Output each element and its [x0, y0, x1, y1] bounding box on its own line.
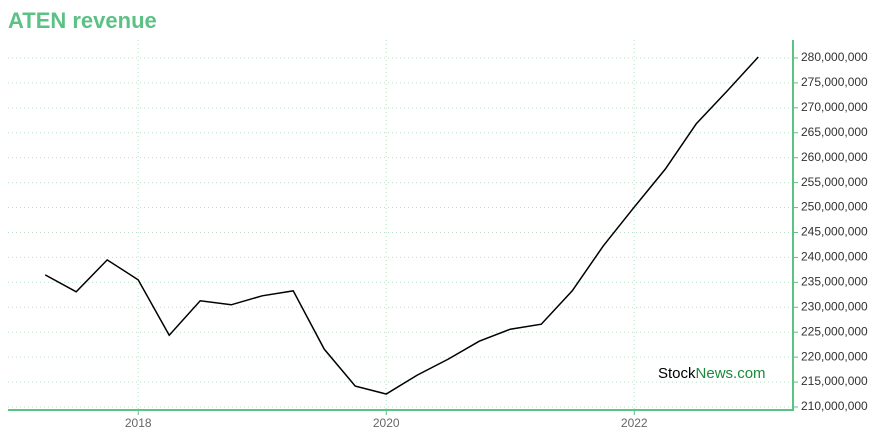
y-tick-label: 265,000,000: [801, 125, 868, 139]
y-tick-label: 260,000,000: [801, 150, 868, 164]
y-tick-label: 230,000,000: [801, 299, 868, 313]
watermark-second: News.com: [696, 365, 766, 382]
y-tick-label: 275,000,000: [801, 75, 868, 89]
y-tick-label: 220,000,000: [801, 349, 868, 363]
line: [44, 56, 759, 395]
watermark: StockNews.com: [658, 365, 766, 382]
y-tick-label: 215,000,000: [801, 374, 868, 388]
y-tick-label: 210,000,000: [801, 399, 868, 413]
x-tick-label: 2018: [125, 416, 152, 430]
y-tick-label: 225,000,000: [801, 324, 868, 338]
y-tick-label: 240,000,000: [801, 250, 868, 264]
watermark-first: Stock: [658, 365, 696, 382]
y-tick-label: 235,000,000: [801, 275, 868, 289]
y-tick-label: 255,000,000: [801, 175, 868, 189]
y-tick-label: 245,000,000: [801, 225, 868, 239]
y-tick-label: 280,000,000: [801, 50, 868, 64]
chart-title: ATEN revenue: [8, 8, 157, 33]
y-tick-label: 270,000,000: [801, 100, 868, 114]
x-tick-label: 2022: [621, 416, 648, 430]
y-tick-label: 250,000,000: [801, 200, 868, 214]
x-tick-label: 2020: [373, 416, 400, 430]
